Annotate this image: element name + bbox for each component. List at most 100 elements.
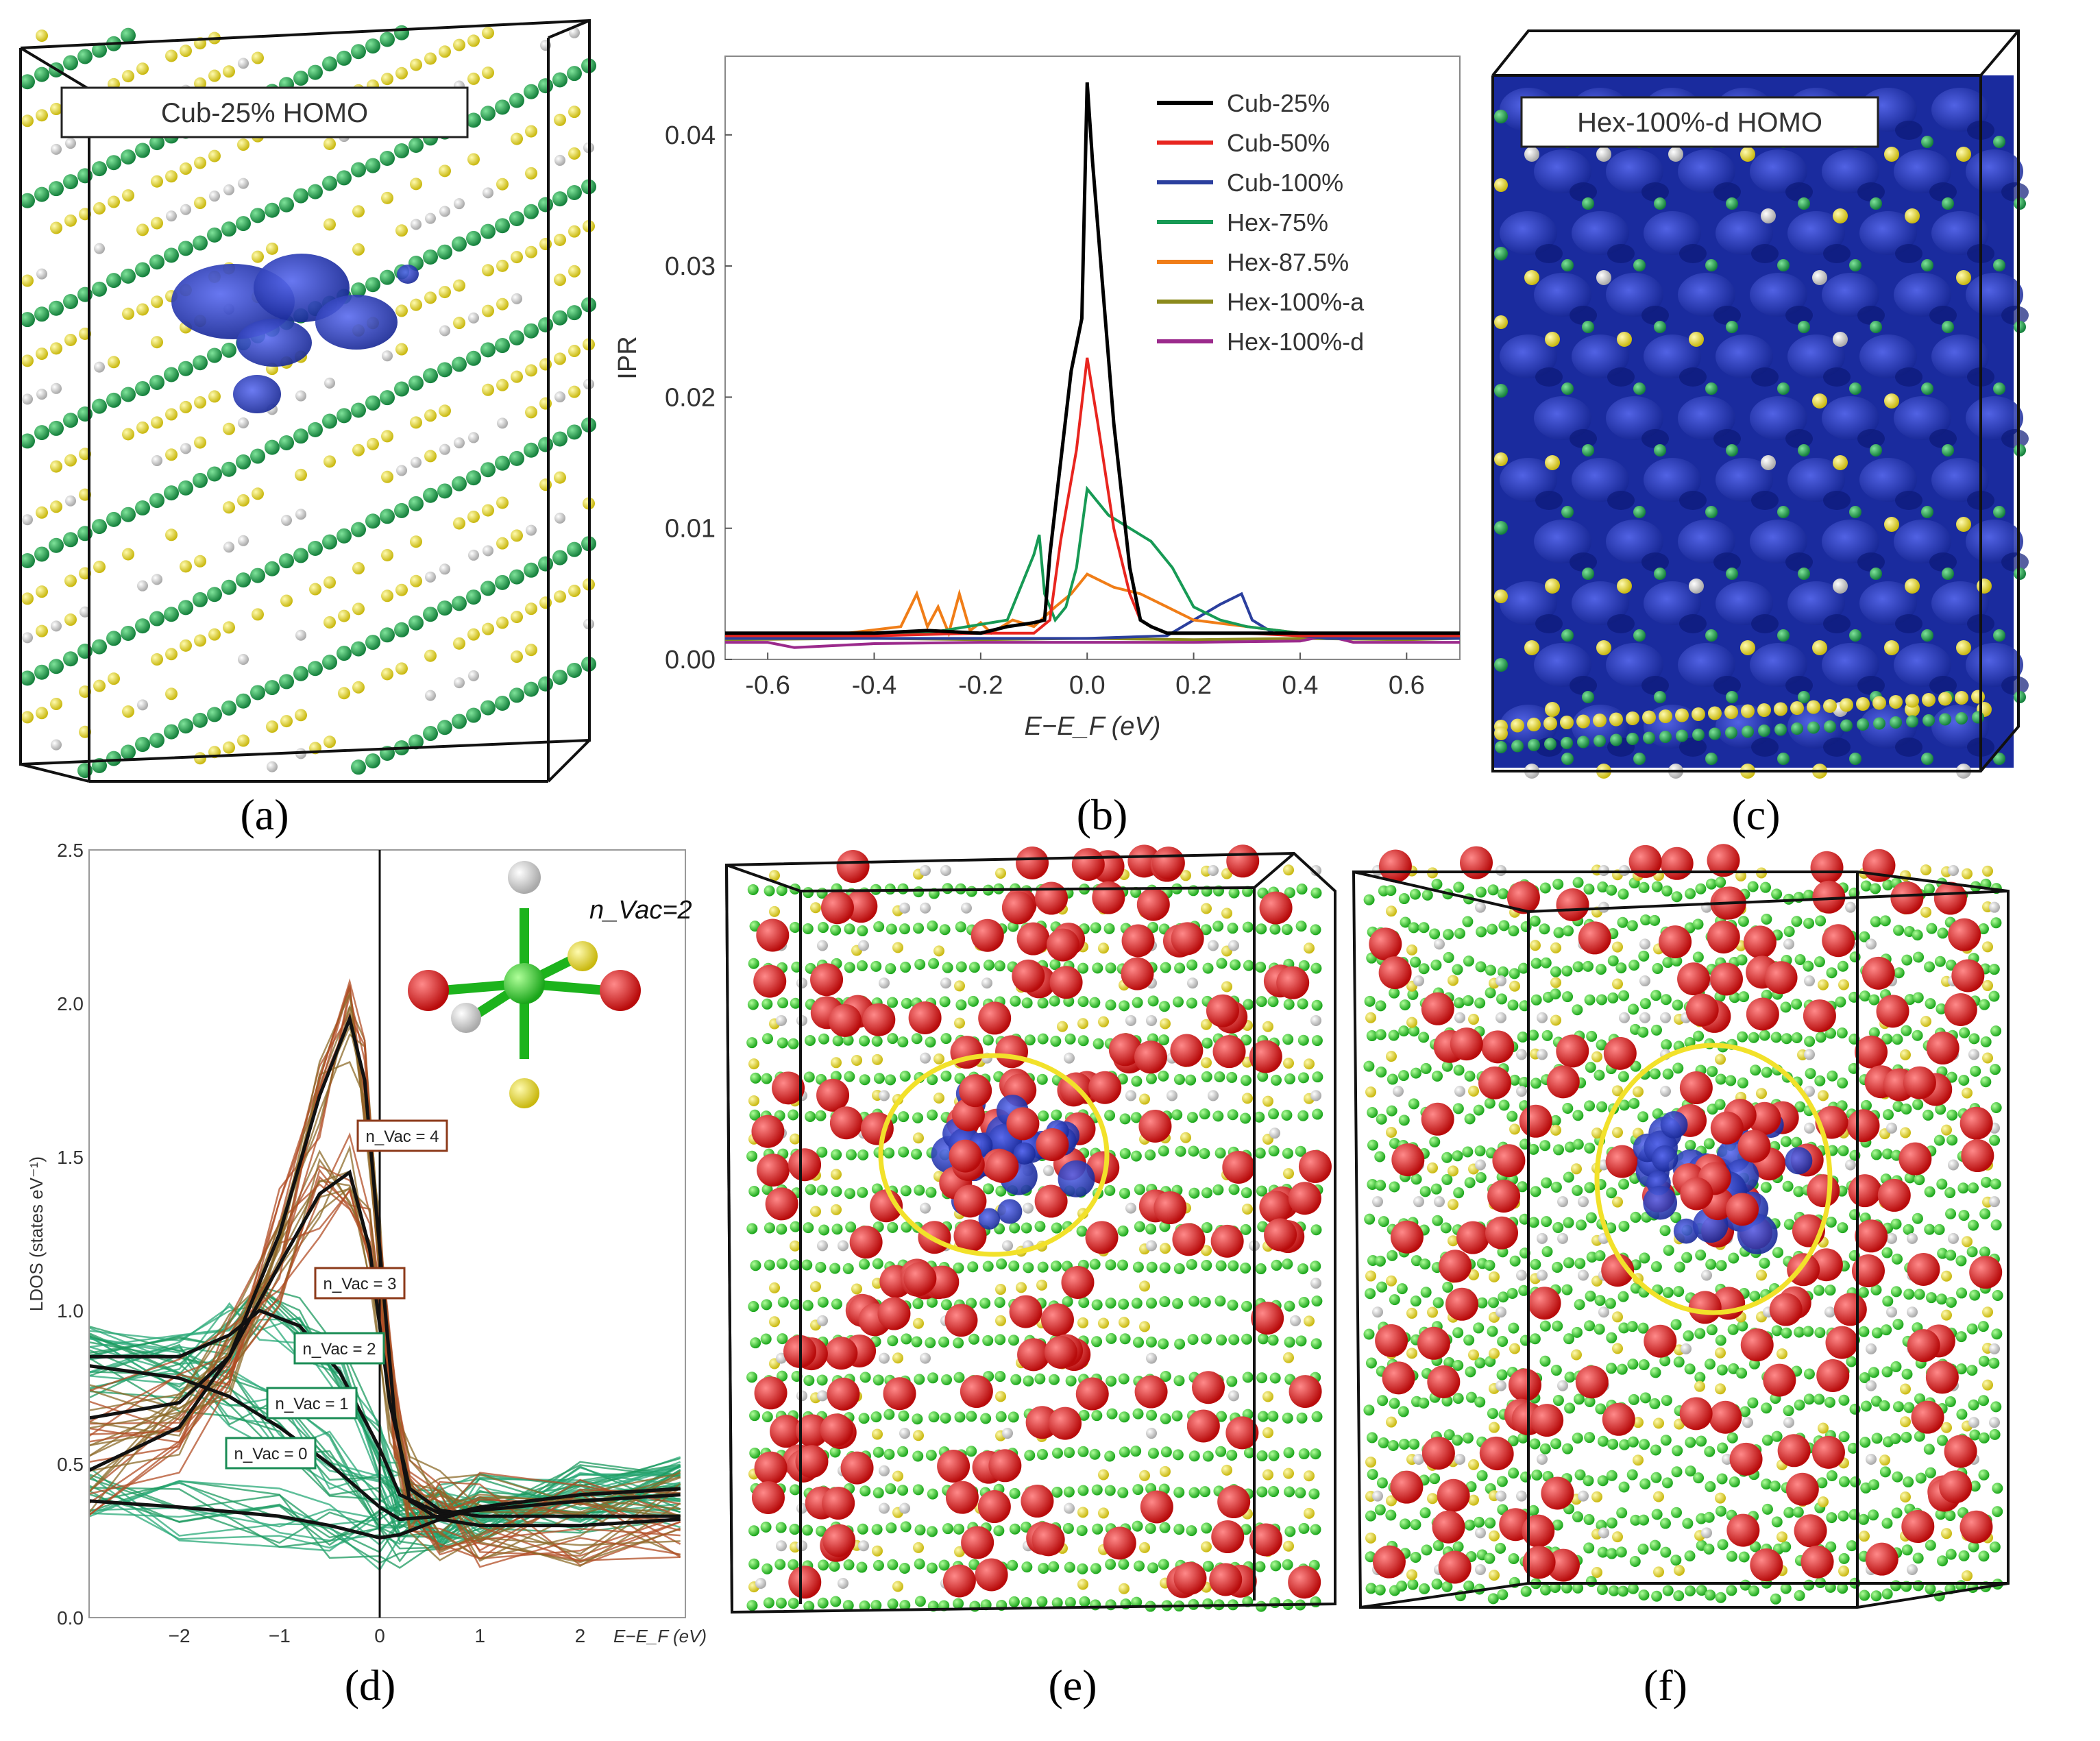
atom-green (337, 170, 352, 186)
atom-green (818, 1033, 830, 1045)
atom-yellow (64, 333, 77, 346)
atom-green (480, 223, 496, 239)
atom-green (1363, 894, 1375, 905)
atom-green (1036, 1073, 1048, 1085)
atom-green (1594, 1324, 1605, 1335)
atom-white (1783, 1417, 1794, 1428)
atom-white (396, 465, 407, 476)
atom-green (34, 66, 49, 82)
atom-yellow (64, 613, 77, 626)
atom-green (1397, 1406, 1409, 1417)
atom-red (960, 1375, 993, 1409)
atom-green (1487, 1408, 1498, 1420)
atom-green (1186, 1112, 1198, 1123)
atom-red (1944, 993, 1977, 1026)
atom-green (1036, 1596, 1048, 1607)
chart-b-ytick-label: 0.00 (665, 646, 716, 674)
atom-yellow (136, 62, 149, 75)
atom-white (554, 154, 565, 166)
atom-green (1021, 997, 1033, 1009)
atom-green (135, 262, 150, 278)
panel-f: (f) (1352, 844, 2010, 1709)
atom-green (1881, 1033, 1893, 1045)
atom-green (351, 282, 366, 298)
atom-green (49, 537, 64, 553)
atom-yellow (1596, 640, 1611, 655)
atom-white (899, 902, 910, 914)
atom-green (1615, 962, 1627, 974)
atom-yellow (223, 741, 235, 754)
atom-white (1495, 1490, 1506, 1502)
atom-yellow (1365, 1012, 1376, 1023)
atom-red (1021, 1485, 1054, 1518)
atom-yellow (1740, 640, 1755, 655)
homo-lobe-shadow (2001, 676, 2029, 695)
atom-green (1901, 1431, 1912, 1443)
atom-white (65, 495, 76, 507)
atom-yellow (1386, 1416, 1397, 1428)
atom-green (1105, 1298, 1116, 1309)
atom-green (567, 184, 582, 200)
atom-green (1879, 915, 1891, 927)
atom-green (452, 356, 467, 372)
atom-green (1726, 1432, 1738, 1444)
atom-green (1496, 993, 1508, 1005)
atom-yellow (467, 510, 480, 523)
atom-green (1912, 929, 1923, 941)
atom-yellow (1119, 1583, 1130, 1594)
atom-green (1944, 1396, 1956, 1408)
atom-green (1945, 1548, 1957, 1560)
atom-green (1118, 1559, 1130, 1570)
atom-green (1092, 962, 1103, 974)
chart-d-ytick-label: 1.5 (57, 1147, 84, 1168)
atom-yellow (1962, 1236, 1973, 1247)
atom-green (1747, 881, 1759, 892)
atom-green (1783, 1219, 1795, 1230)
atom-green (887, 1033, 899, 1045)
atom-white (1668, 147, 1683, 162)
atom-yellow (323, 137, 336, 150)
atom-red (1192, 1371, 1225, 1404)
homo-lobe (1534, 643, 1591, 687)
atom-green (1242, 921, 1254, 933)
atom-red (772, 1071, 805, 1105)
atom-green (1650, 1261, 1662, 1272)
atom-green (1419, 1186, 1431, 1197)
atom-green (1782, 1180, 1794, 1192)
atom-yellow (381, 548, 393, 561)
homo-lobe (1572, 581, 1629, 625)
atom-red (753, 964, 787, 998)
atom-white (151, 455, 162, 467)
atom-red (937, 1450, 970, 1483)
atom-green (746, 1372, 758, 1383)
atom-green (1051, 1448, 1063, 1459)
atom-yellow (1545, 702, 1560, 717)
atom-green (887, 1598, 899, 1610)
atom-green (1572, 1511, 1583, 1522)
atom-yellow (21, 592, 34, 605)
panel-c-atoms (1494, 110, 2026, 779)
atom-green (1650, 990, 1662, 1001)
chart-b-legend-label: Hex-87.5% (1227, 248, 1349, 276)
atom-red (903, 1262, 937, 1295)
atom-red (844, 890, 878, 923)
atom-green (1365, 1583, 1377, 1594)
atom-green (1881, 1518, 1893, 1529)
atom-green (746, 1600, 758, 1611)
atom-white (483, 187, 493, 199)
atom-green (1130, 1112, 1142, 1123)
atom-green (1282, 1034, 1294, 1045)
atom-green (351, 641, 366, 657)
atom-yellow (1221, 1464, 1232, 1476)
atom-green (1771, 1430, 1783, 1442)
atom-green (1798, 197, 1810, 210)
atom-green (1791, 998, 1803, 1010)
atom-green (1791, 916, 1803, 927)
homo-lobe (1750, 520, 1807, 563)
atom-white (817, 1315, 828, 1326)
atom-green (1659, 1225, 1671, 1237)
atom-green (1065, 1375, 1077, 1387)
atom-green (380, 269, 395, 285)
atom-green (1563, 1217, 1574, 1228)
atom-yellow (1160, 1243, 1171, 1254)
